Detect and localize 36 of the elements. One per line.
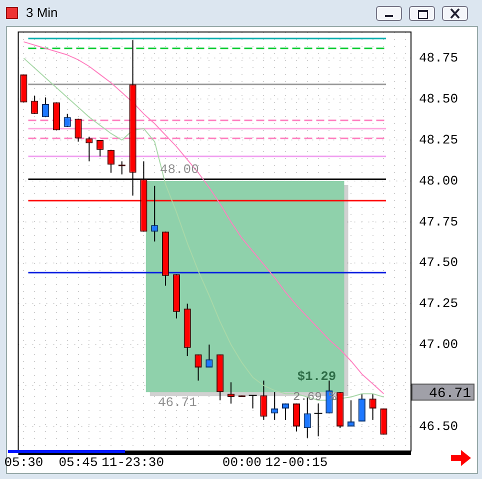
candlestick — [282, 403, 290, 420]
candlestick — [151, 185, 158, 242]
y-tick-label: 48.50 — [419, 92, 458, 107]
candlestick — [96, 140, 104, 157]
x-tick-label: 11-23:30 — [102, 455, 164, 470]
candlestick — [86, 136, 93, 162]
x-tick-label: 05:45 — [58, 455, 98, 470]
annotation: $1.29 — [297, 369, 336, 384]
y-tick-label: 47.00 — [419, 337, 458, 352]
annotation: 46.71 — [158, 395, 198, 410]
candlestick — [227, 382, 235, 404]
y-tick-label: 46.50 — [419, 418, 458, 434]
y-tick-label: 47.25 — [419, 296, 458, 312]
candlestick — [260, 380, 268, 420]
candlestick — [347, 400, 355, 427]
candlestick — [107, 149, 115, 174]
candlestick — [31, 95, 38, 114]
y-tick-label: 48.75 — [419, 50, 458, 66]
y-tick-label: 47.50 — [419, 255, 458, 270]
candlestick — [206, 344, 213, 368]
candlestick — [369, 393, 376, 420]
text: 46.71 — [428, 386, 471, 402]
x-tick-label: 05:30 — [4, 455, 44, 470]
x-tick-label: 12-00:15 — [265, 455, 328, 470]
candlestick — [74, 118, 82, 142]
y-tick-label: 47.75 — [419, 214, 458, 230]
candlestick — [194, 354, 202, 382]
candlestick — [292, 403, 300, 432]
x-tick-label: 00:00 — [222, 455, 262, 470]
candlestick — [64, 113, 71, 128]
y-tick-label: 48.00 — [419, 173, 458, 188]
candlestick — [358, 393, 366, 422]
chart-title: 3 Min — [26, 5, 58, 20]
candlestick — [42, 96, 50, 118]
candlestick — [271, 392, 278, 420]
y-tick-label: 48.25 — [419, 132, 458, 148]
